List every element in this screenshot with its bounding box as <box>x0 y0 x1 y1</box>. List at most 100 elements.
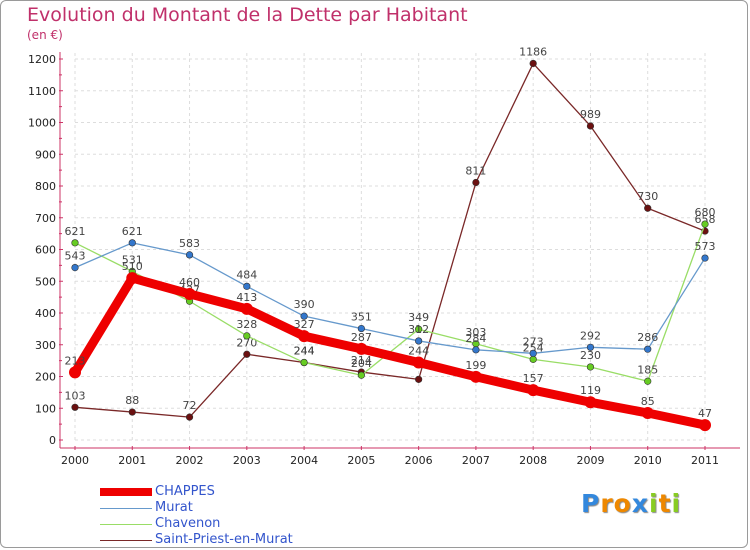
data-point-murat <box>586 343 595 351</box>
data-point-chappes <box>298 330 311 343</box>
x-tick-label: 2006 <box>405 454 433 467</box>
x-tick-label: 2005 <box>347 454 375 467</box>
data-point-murat <box>185 251 194 259</box>
data-label-chavenon: 531 <box>122 253 143 266</box>
data-label-saint-priest-en-murat: 989 <box>580 108 601 121</box>
data-label-murat: 312 <box>408 323 429 336</box>
y-tick-label: 900 <box>35 148 56 161</box>
x-tick-label: 2008 <box>519 454 547 467</box>
data-label-murat: 351 <box>351 311 372 324</box>
data-label-saint-priest-en-murat: 244 <box>294 345 315 358</box>
proxiti-logo: Proxiti <box>581 489 681 518</box>
data-point-murat <box>472 346 480 354</box>
data-label-murat: 583 <box>179 237 200 250</box>
data-label-saint-priest-en-murat: 72 <box>183 399 197 412</box>
data-label-chappes: 47 <box>698 407 712 420</box>
data-label-chavenon: 349 <box>408 311 429 324</box>
data-label-saint-priest-en-murat: 811 <box>465 165 486 178</box>
legend-swatch-murat <box>100 508 152 509</box>
data-point-chavenon <box>529 355 537 363</box>
data-label-chappes: 287 <box>351 331 372 344</box>
data-label-chappes: 213 <box>65 354 86 367</box>
series-line-murat <box>74 242 706 354</box>
legend-label-saint-priest: Saint-Priest-en-Murat <box>155 532 293 547</box>
data-label-murat: 573 <box>695 240 716 253</box>
logo-letter: o <box>613 489 632 518</box>
data-label-chavenon: 230 <box>580 349 601 362</box>
data-point-chappes <box>469 370 482 383</box>
data-point-chavenon <box>357 371 365 379</box>
x-tick-label: 2002 <box>176 454 204 467</box>
data-point-saint-priest-en-murat <box>529 59 537 68</box>
data-label-chavenon: 254 <box>523 341 544 354</box>
y-tick-label: 400 <box>35 307 56 320</box>
data-point-chappes <box>183 287 196 300</box>
data-point-chappes <box>412 356 425 369</box>
data-point-saint-priest-en-murat <box>243 350 251 358</box>
data-label-saint-priest-en-murat: 730 <box>637 190 658 203</box>
x-tick-label: 2007 <box>462 454 490 467</box>
data-label-murat: 621 <box>122 225 143 238</box>
x-tick-label: 2011 <box>691 454 719 467</box>
data-label-murat: 284 <box>465 332 486 345</box>
data-label-chavenon: 185 <box>637 363 658 376</box>
x-tick-label: 2010 <box>634 454 662 467</box>
data-point-chavenon <box>243 332 251 340</box>
y-tick-label: 100 <box>35 402 56 415</box>
data-label-murat: 292 <box>580 329 601 342</box>
data-label-saint-priest-en-murat: 1186 <box>519 45 547 58</box>
logo-letter: i <box>649 489 659 518</box>
x-tick-label: 2000 <box>61 454 89 467</box>
legend-label-chavenon: Chavenon <box>155 516 221 531</box>
data-point-chavenon <box>644 377 652 385</box>
data-point-chappes <box>355 342 368 355</box>
x-tick-label: 2004 <box>290 454 318 467</box>
data-label-saint-priest-en-murat: 658 <box>695 213 716 226</box>
data-label-chappes: 199 <box>465 359 486 372</box>
data-label-chappes: 244 <box>408 345 429 358</box>
data-label-murat: 390 <box>294 298 315 311</box>
y-tick-label: 0 <box>49 434 56 447</box>
y-tick-label: 1000 <box>28 117 56 130</box>
data-point-murat <box>243 282 251 290</box>
data-label-saint-priest-en-murat: 270 <box>236 336 257 349</box>
data-label-chappes: 157 <box>523 372 544 385</box>
y-tick-label: 500 <box>35 275 56 288</box>
y-tick-label: 600 <box>35 244 56 257</box>
data-label-murat: 286 <box>637 331 658 344</box>
legend-swatch-chappes <box>100 488 152 496</box>
data-label-chappes: 85 <box>641 395 655 408</box>
legend-swatch-saint-priest <box>100 540 152 541</box>
data-label-chappes: 510 <box>122 260 143 273</box>
y-tick-label: 700 <box>35 212 56 225</box>
data-point-chavenon <box>701 220 709 228</box>
data-point-murat <box>701 254 709 262</box>
y-tick-label: 800 <box>35 180 56 193</box>
y-tick-label: 200 <box>35 371 56 384</box>
data-point-chappes <box>699 419 711 432</box>
data-label-chavenon: 204 <box>351 357 372 370</box>
data-label-chavenon: 680 <box>695 206 716 219</box>
data-point-saint-priest-en-murat <box>586 122 595 130</box>
data-label-murat: 543 <box>65 250 86 263</box>
data-point-murat <box>71 263 79 272</box>
data-label-chappes: 413 <box>236 291 257 304</box>
legend-swatch-chavenon <box>100 524 152 525</box>
data-point-chavenon <box>300 358 308 367</box>
data-point-chappes <box>240 302 253 315</box>
data-point-chappes <box>641 407 654 420</box>
data-point-murat <box>644 345 652 353</box>
data-label-chavenon: 303 <box>465 326 486 339</box>
data-point-murat <box>357 324 365 333</box>
chart-subtitle: (en €) <box>27 28 63 42</box>
logo-letter: i <box>671 489 682 518</box>
logo-letter: x <box>631 489 649 518</box>
data-label-chappes: 119 <box>580 384 601 397</box>
x-tick-label: 2003 <box>233 454 261 467</box>
chart-title: Evolution du Montant de la Dette par Hab… <box>27 4 468 26</box>
data-point-saint-priest-en-murat <box>644 204 652 212</box>
data-point-chavenon <box>586 363 595 371</box>
data-point-murat <box>415 337 423 345</box>
data-point-murat <box>128 239 136 247</box>
